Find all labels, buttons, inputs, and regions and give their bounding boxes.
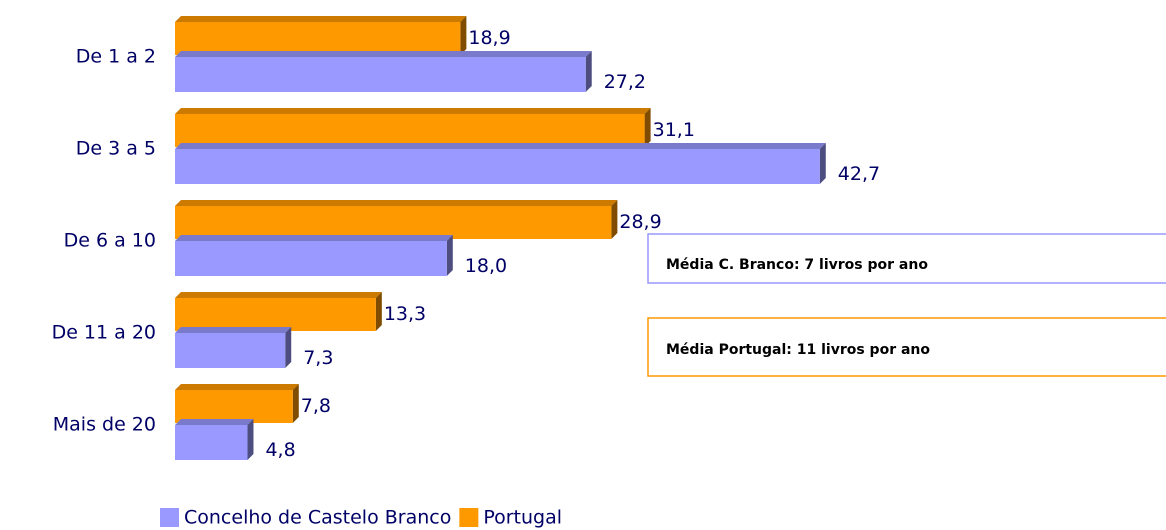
annotation: Média C. Branco: 7 livros por ano <box>666 257 928 273</box>
bar-face <box>175 298 376 331</box>
y-tick-label: De 11 a 20 <box>52 322 156 344</box>
bar-face <box>175 114 645 147</box>
bar <box>175 16 467 55</box>
bar <box>175 51 592 92</box>
bar <box>175 384 299 423</box>
bar-face <box>175 419 254 425</box>
bar <box>175 235 453 276</box>
data-label: 18,0 <box>465 255 507 277</box>
bar-face <box>175 108 651 114</box>
annotation-box <box>647 233 1166 284</box>
data-label: 7,3 <box>303 347 333 369</box>
bar-face <box>175 51 592 57</box>
y-tick-label: De 6 a 10 <box>64 230 156 252</box>
bar-face <box>175 327 292 333</box>
bar <box>175 143 826 184</box>
legend-swatch <box>160 508 179 527</box>
bar-face <box>175 16 467 22</box>
bar-face <box>446 235 453 276</box>
data-label: 27,2 <box>604 71 646 93</box>
bar-face <box>175 384 299 390</box>
bar-face <box>644 108 651 147</box>
y-tick-label: Mais de 20 <box>53 414 156 436</box>
bar-face <box>460 16 467 55</box>
bar-face <box>175 425 248 460</box>
legend-swatch <box>459 508 479 527</box>
bar-face <box>175 333 286 368</box>
bar-face <box>175 241 447 276</box>
data-label: 7,8 <box>301 395 331 417</box>
bar-face <box>285 327 292 368</box>
bar-face <box>247 419 254 460</box>
data-label: 28,9 <box>619 211 661 233</box>
bar-face <box>375 292 382 331</box>
bar-face <box>611 200 618 239</box>
bar <box>175 200 618 239</box>
y-tick-label: De 3 a 5 <box>76 138 156 160</box>
bar-face <box>175 206 612 239</box>
y-tick-label: De 1 a 2 <box>76 46 156 68</box>
bar-face <box>175 57 586 92</box>
data-label: 18,9 <box>468 27 510 49</box>
data-label: 31,1 <box>653 119 695 141</box>
legend-label: Concelho de Castelo Branco <box>184 507 451 529</box>
bar <box>175 419 254 460</box>
bar-face <box>175 149 820 184</box>
data-label: 13,3 <box>384 303 426 325</box>
bar-face <box>175 143 826 149</box>
bar-face <box>819 143 826 184</box>
bar-face <box>292 384 299 423</box>
bar <box>175 108 651 147</box>
bar <box>175 292 382 331</box>
bar <box>175 327 292 368</box>
bar-face <box>175 22 461 55</box>
bar-face <box>175 292 382 298</box>
data-label: 4,8 <box>265 439 295 461</box>
bar-face <box>175 235 453 241</box>
data-label: 42,7 <box>838 163 880 185</box>
bar-face <box>175 200 618 206</box>
annotation-box <box>647 317 1166 377</box>
annotation: Média Portugal: 11 livros por ano <box>666 342 930 358</box>
bar-face <box>175 390 293 423</box>
bar-face <box>585 51 592 92</box>
legend-label: Portugal <box>483 507 562 529</box>
